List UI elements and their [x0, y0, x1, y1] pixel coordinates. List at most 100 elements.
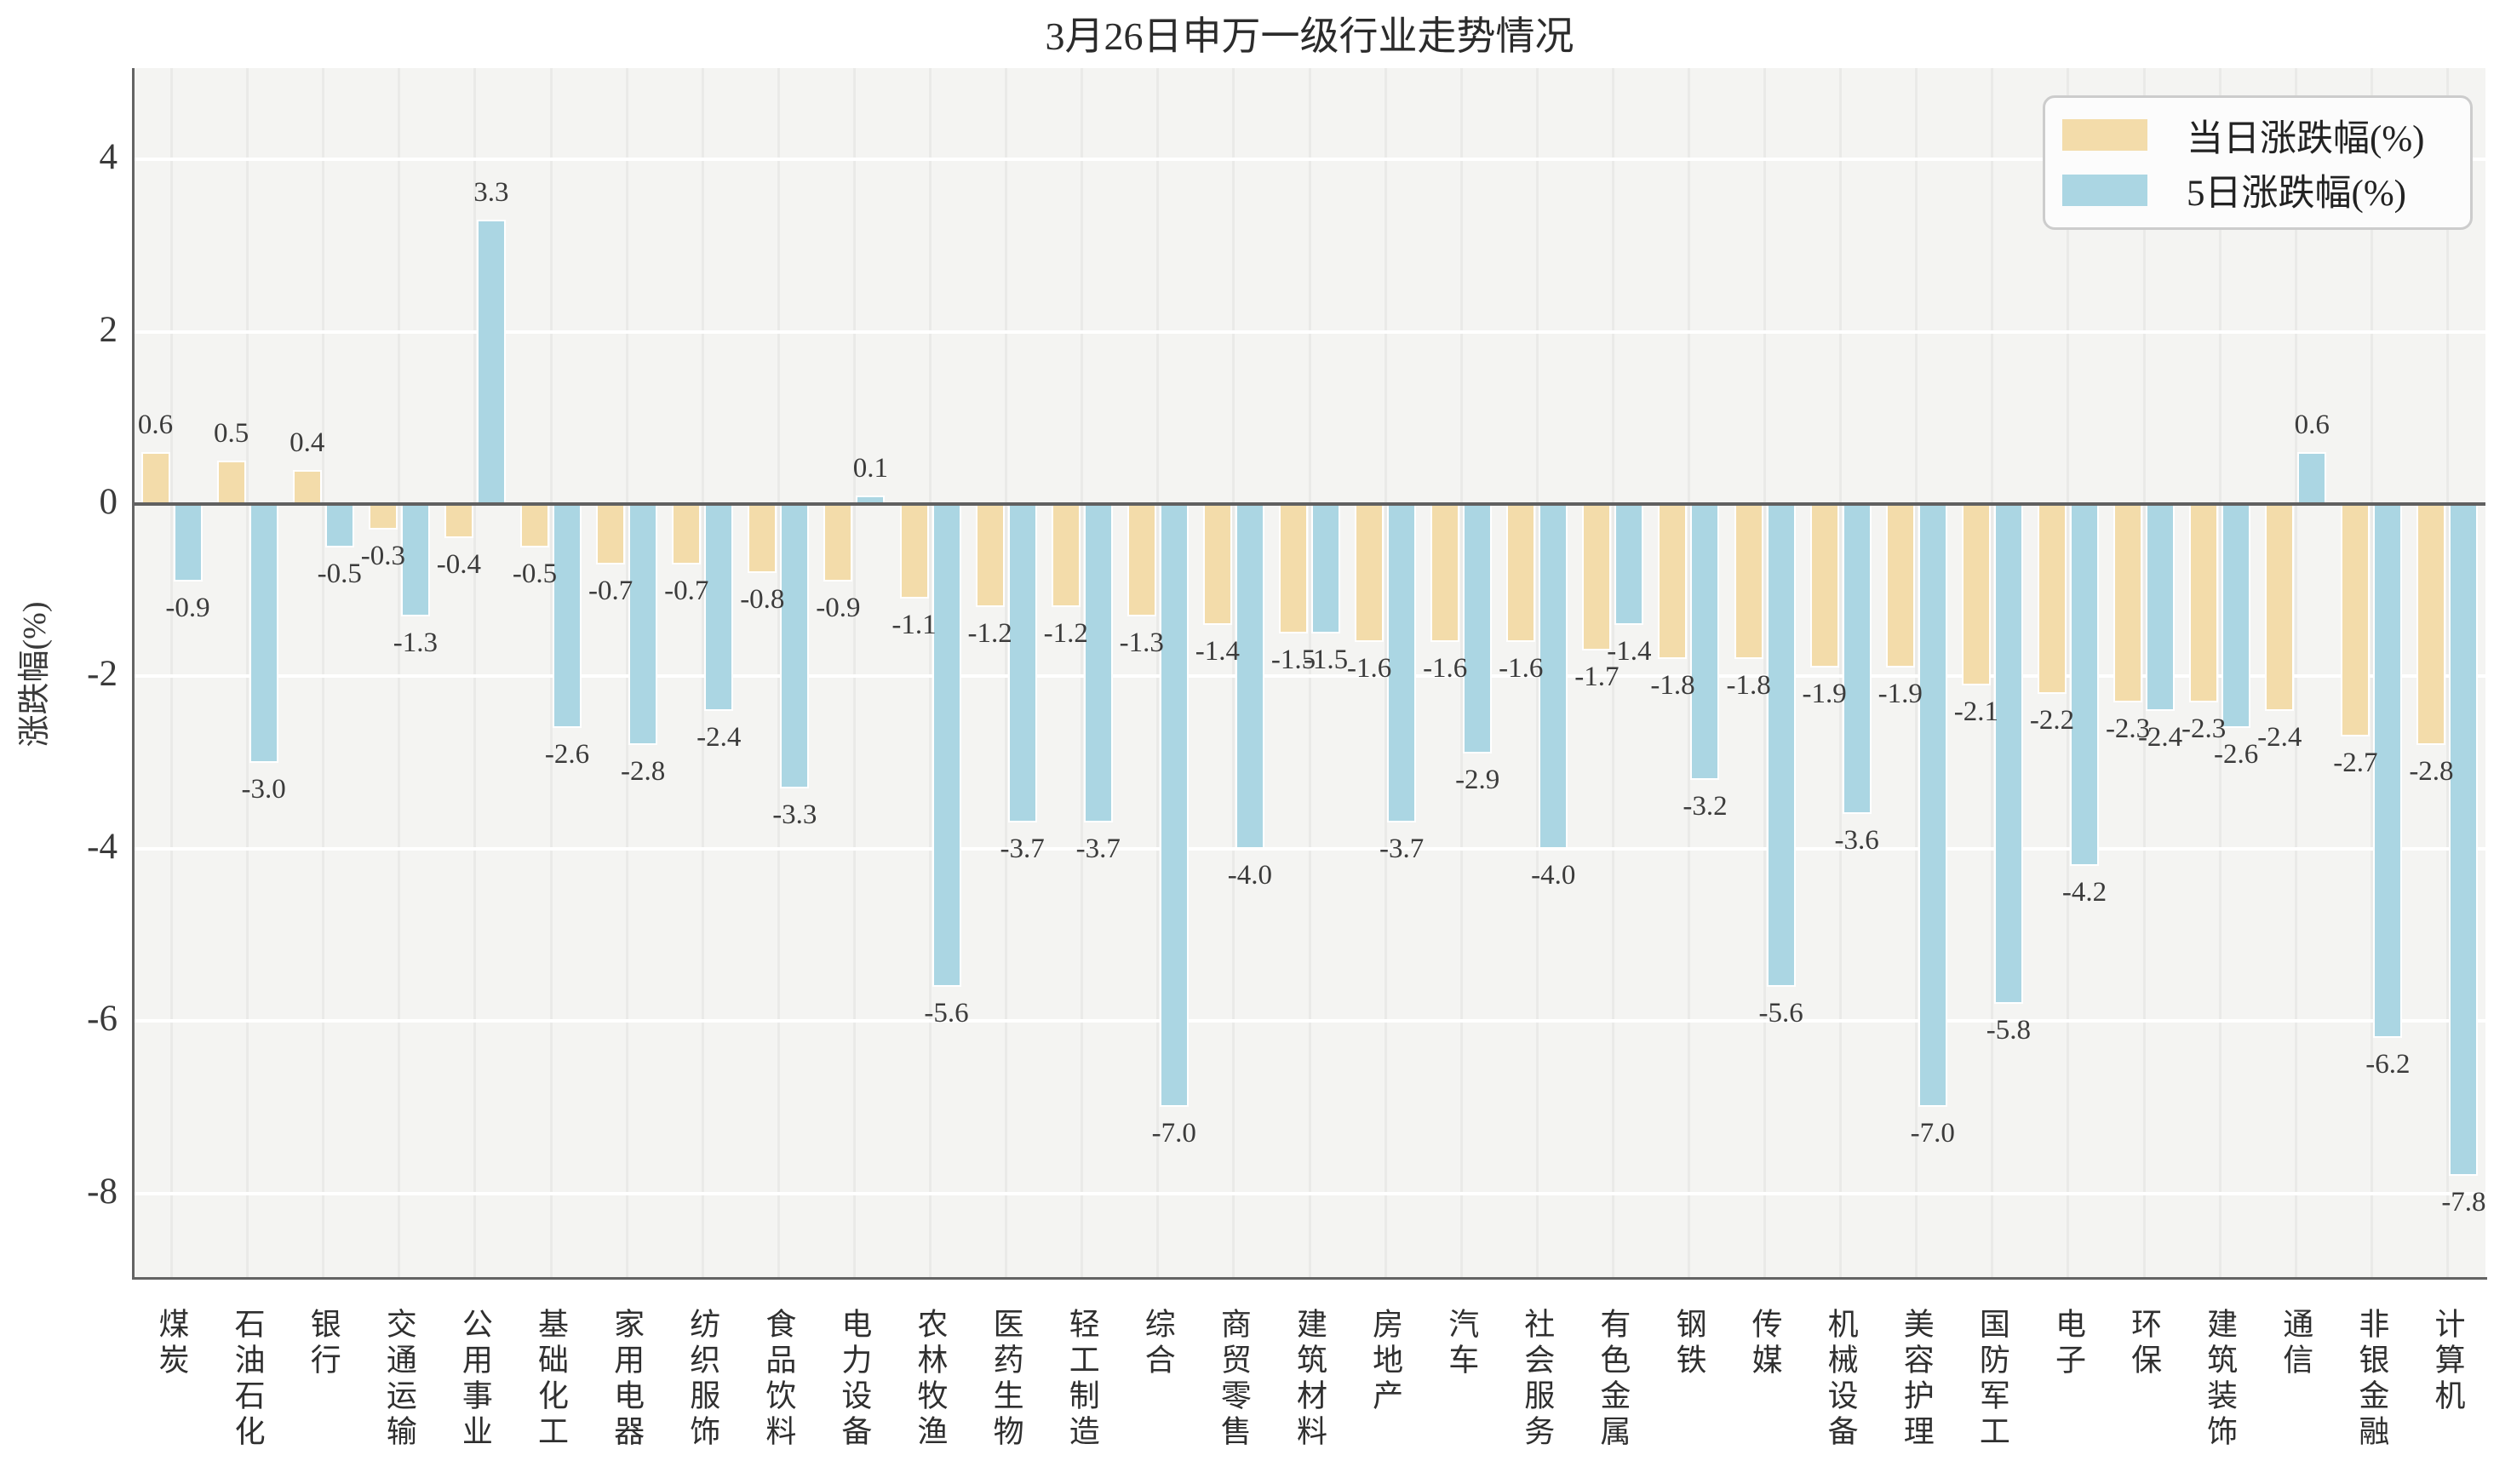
category-label: 通信	[2279, 1308, 2313, 1379]
v-gridline	[1384, 68, 1387, 1277]
bar-value-label: -7.8	[2441, 1187, 2486, 1218]
bar-value-label: 0.5	[214, 418, 249, 450]
category-label: 房地产	[1368, 1308, 1403, 1415]
daily-bar	[2265, 504, 2295, 711]
daily-bar	[2416, 504, 2446, 746]
v-gridline	[2294, 68, 2297, 1277]
five-day-bar	[932, 504, 961, 987]
category-label: 电力设备	[837, 1308, 872, 1451]
daily-bar	[140, 452, 170, 504]
daily-bar	[1202, 504, 1232, 625]
daily-bar	[368, 504, 398, 530]
bar-value-label: -0.8	[740, 583, 785, 615]
category-label: 建筑材料	[1293, 1308, 1327, 1451]
v-gridline	[1005, 68, 1008, 1277]
bar-value-label: -2.4	[2137, 721, 2183, 753]
category-label: 有色金属	[1596, 1308, 1631, 1451]
legend-item-daily: 当日涨跌幅(%)	[2062, 109, 2453, 162]
v-gridline	[1459, 68, 1463, 1277]
category-label: 交通运输	[381, 1308, 416, 1451]
daily-bar	[975, 504, 1005, 608]
bar-value-label: 0.6	[137, 410, 174, 441]
category-label: 非银金融	[2354, 1308, 2389, 1451]
y-tick-label: -8	[87, 1171, 118, 1212]
category-label: 计算机	[2430, 1308, 2465, 1415]
five-day-bar	[1159, 504, 1189, 1108]
y-tick-label: -6	[87, 999, 118, 1040]
category-label: 医药生物	[989, 1308, 1023, 1451]
bar-value-label: -5.6	[924, 997, 969, 1028]
five-day-bar	[1918, 504, 1947, 1108]
five-day-bar	[1842, 504, 1872, 815]
v-gridline	[777, 68, 780, 1277]
daily-bar	[292, 469, 322, 504]
daily-bar	[444, 504, 473, 539]
bar-value-label: -3.6	[1834, 825, 1879, 857]
bar-value-label: -1.1	[891, 610, 937, 641]
v-gridline	[322, 68, 325, 1277]
v-gridline	[2445, 68, 2449, 1277]
bar-value-label: -3.3	[772, 799, 817, 830]
y-tick-label: 2	[99, 309, 118, 350]
category-label: 国防军工	[1975, 1308, 2009, 1451]
five-day-bar	[1766, 504, 1796, 987]
bar-value-label: -7.0	[1910, 1118, 1955, 1149]
category-label: 农林牧渔	[913, 1308, 948, 1451]
bar-value-label: -1.5	[1270, 644, 1316, 675]
five-day-bar	[1539, 504, 1568, 849]
h-gridline	[134, 846, 2485, 851]
bar-value-label: -1.2	[967, 618, 1012, 650]
daily-bar	[1658, 504, 1688, 660]
category-label: 钢铁	[1671, 1308, 1706, 1379]
category-label: 机械设备	[1823, 1308, 1858, 1451]
v-gridline	[852, 68, 856, 1277]
v-gridline	[1081, 68, 1084, 1277]
bar-value-label: -3.7	[1000, 834, 1045, 865]
five-day-bar	[249, 504, 278, 763]
h-gridline	[134, 158, 2485, 162]
five-day-bar	[780, 504, 810, 788]
v-gridline	[2370, 68, 2373, 1277]
v-gridline	[170, 68, 174, 1277]
five-day-bar	[400, 504, 430, 616]
v-gridline	[549, 68, 553, 1277]
category-label: 美容护理	[1899, 1308, 1934, 1451]
bar-value-label: 0.6	[2294, 410, 2330, 441]
bar-value-label: -2.6	[2214, 739, 2259, 771]
bar-value-label: -7.0	[1151, 1118, 1196, 1149]
daily-bar	[1885, 504, 1915, 668]
daily-bar	[748, 504, 777, 573]
five-day-bar	[1993, 504, 2023, 1004]
daily-bar	[1961, 504, 1991, 685]
five-day-bar	[1083, 504, 1113, 823]
five-day-bar	[2146, 504, 2176, 711]
category-label: 商贸零售	[1216, 1308, 1251, 1451]
v-gridline	[2142, 68, 2146, 1277]
h-gridline	[134, 1019, 2485, 1023]
category-label: 电子	[2050, 1308, 2085, 1379]
five-day-bar	[1311, 504, 1340, 633]
bar-value-label: -1.3	[1119, 627, 1164, 658]
bar-value-label: -1.3	[393, 627, 438, 658]
bar-value-label: -2.4	[2257, 721, 2302, 753]
bar-value-label: -1.8	[1726, 670, 1771, 702]
y-tick-label: 4	[99, 137, 118, 178]
category-label: 汽车	[1444, 1308, 1479, 1379]
bar-value-label: -1.8	[1650, 670, 1695, 702]
daily-bar	[823, 504, 853, 582]
v-gridline	[473, 68, 477, 1277]
bar-value-label: -6.2	[2365, 1049, 2411, 1080]
category-label: 综合	[1140, 1308, 1175, 1379]
bar-value-label: -1.7	[1574, 662, 1620, 693]
zero-line	[134, 502, 2485, 506]
bar-value-label: -0.9	[816, 593, 861, 624]
legend-label-daily: 当日涨跌幅(%)	[2187, 118, 2425, 159]
bar-value-label: -0.7	[588, 575, 633, 606]
five-day-bar	[1614, 504, 1644, 625]
bar-value-label: -3.7	[1379, 834, 1425, 865]
daily-bar	[216, 461, 246, 504]
legend-swatch-5day	[2062, 174, 2147, 206]
daily-bar	[1506, 504, 1536, 642]
bar-value-label: -2.3	[2105, 713, 2151, 744]
